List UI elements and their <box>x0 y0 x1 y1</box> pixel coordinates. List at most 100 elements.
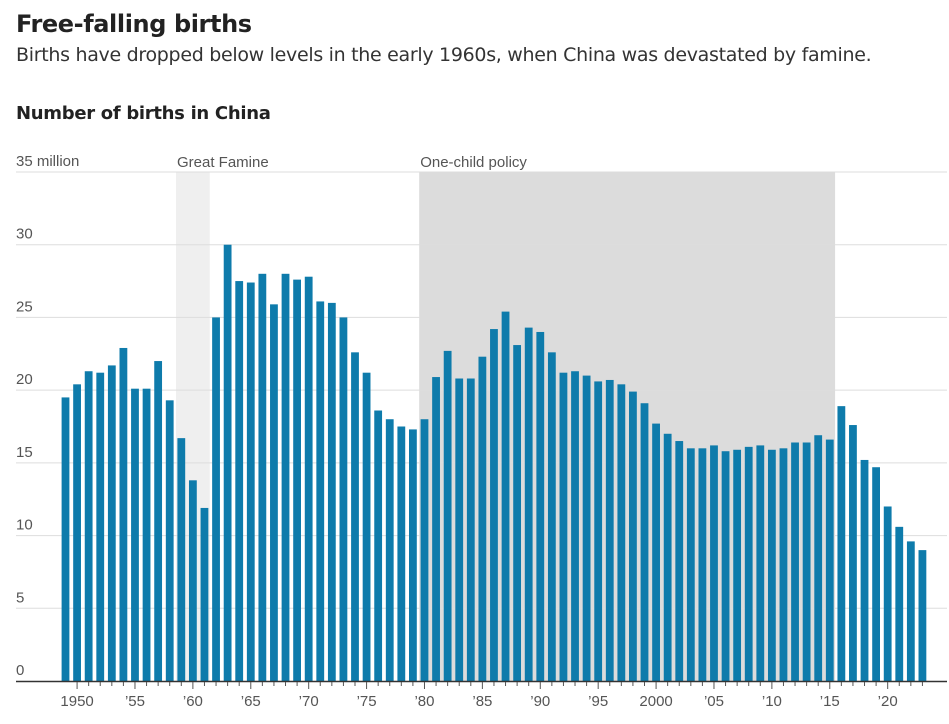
bar-1955 <box>131 388 139 681</box>
x-tick-label: ’75 <box>357 693 377 710</box>
bar-2010 <box>767 449 776 681</box>
bar-2019 <box>872 467 880 681</box>
bar-1999 <box>640 403 649 681</box>
y-tick-label: 30 <box>16 226 33 243</box>
bar-1992 <box>559 372 568 681</box>
x-axis <box>16 680 947 689</box>
bar-2001 <box>663 433 672 681</box>
bar-2020 <box>883 506 892 681</box>
bar-1962 <box>212 317 220 681</box>
chart-title: Number of births in China <box>16 103 271 124</box>
bars <box>61 244 927 681</box>
bar-1950 <box>73 384 81 681</box>
bar-1958 <box>165 400 174 681</box>
bar-1949 <box>61 397 70 681</box>
x-tick-label: ’70 <box>299 693 319 710</box>
bar-1952 <box>96 372 105 681</box>
bar-1954 <box>119 347 128 681</box>
bar-2003 <box>686 448 695 681</box>
bar-1986 <box>490 329 498 681</box>
headline: Free-falling births <box>16 10 252 38</box>
bar-1964 <box>235 281 244 681</box>
bar-1970 <box>304 276 313 681</box>
bar-2000 <box>652 423 660 681</box>
bar-2014 <box>814 435 823 681</box>
bar-2008 <box>744 446 753 681</box>
x-tick-label: ’80 <box>414 693 434 710</box>
bar-1975 <box>362 372 371 681</box>
bar-1981 <box>432 377 440 681</box>
x-tick-label: ’05 <box>704 693 724 710</box>
bar-1987 <box>501 311 510 681</box>
bar-2022 <box>906 541 915 681</box>
bar-2012 <box>791 442 799 681</box>
bar-1968 <box>281 273 290 681</box>
bar-1974 <box>351 352 359 681</box>
x-tick-label: ’55 <box>125 693 145 710</box>
bar-1973 <box>339 317 348 681</box>
y-tick-label: 35 million <box>16 153 79 170</box>
bar-2017 <box>849 425 857 681</box>
shaded-periods: Great Famine One-child policy <box>176 154 836 681</box>
y-tick-label: 10 <box>16 517 33 534</box>
bar-1979 <box>409 429 417 681</box>
bar-1960 <box>188 480 197 681</box>
y-tick-label: 25 <box>16 298 33 315</box>
y-tick-label: 20 <box>16 371 33 388</box>
x-tick-label: 1950 <box>60 693 93 710</box>
bar-1978 <box>397 426 406 681</box>
bar-1984 <box>466 378 475 681</box>
bar-2016 <box>837 406 846 681</box>
shaded-period-one-child-policy <box>419 172 836 681</box>
bar-1965 <box>246 282 255 681</box>
tick-labels: 35 million 30 25 20 15 10 5 0 1950 ’55 ’60 ’65 ’70 ’7… <box>16 153 898 710</box>
bar-1961 <box>200 507 209 681</box>
bar-1983 <box>455 378 464 681</box>
shaded-period-label: One-child policy <box>420 154 527 171</box>
y-tick-label: 0 <box>16 662 24 679</box>
x-tick-label: ’90 <box>530 693 550 710</box>
bar-1972 <box>327 302 336 681</box>
subheadline: Births have dropped below levels in the … <box>16 44 872 66</box>
bar-1990 <box>536 331 545 681</box>
bar-2007 <box>733 449 742 681</box>
bar-1980 <box>420 419 429 681</box>
bar-2002 <box>675 441 684 681</box>
bar-1976 <box>374 410 383 681</box>
bar-1957 <box>154 361 163 681</box>
bar-1991 <box>547 352 556 681</box>
bar-2011 <box>779 448 788 681</box>
bar-1998 <box>629 391 637 681</box>
x-tick-label: ’10 <box>762 693 782 710</box>
bar-1969 <box>293 279 301 681</box>
bar-1959 <box>177 438 186 681</box>
bar-1988 <box>513 345 522 681</box>
bar-1989 <box>524 327 533 681</box>
x-tick-label: ’95 <box>588 693 608 710</box>
birth-chart: Great Famine One-child policy 35 million 3… <box>16 153 947 710</box>
y-tick-label: 5 <box>16 589 24 606</box>
bar-1956 <box>142 388 151 681</box>
bar-1963 <box>223 244 232 681</box>
bar-1971 <box>316 301 325 681</box>
bar-2018 <box>860 459 869 681</box>
bar-1953 <box>107 365 116 681</box>
bar-2005 <box>710 445 718 681</box>
bar-2015 <box>825 439 834 681</box>
bar-2006 <box>721 451 730 681</box>
x-tick-label: ’85 <box>472 693 492 710</box>
bar-1966 <box>258 273 267 681</box>
x-tick-label: ’65 <box>241 693 261 710</box>
x-tick-label: ’60 <box>183 693 203 710</box>
bar-1951 <box>84 371 93 681</box>
bar-2009 <box>756 445 765 681</box>
bar-1994 <box>582 375 591 681</box>
bar-2023 <box>918 550 927 681</box>
bar-1993 <box>571 371 579 681</box>
bar-1997 <box>617 384 626 681</box>
x-tick-label: ’15 <box>820 693 840 710</box>
bar-1995 <box>594 381 603 681</box>
bar-1996 <box>605 379 614 681</box>
bar-1967 <box>270 304 278 681</box>
bar-1985 <box>478 356 487 681</box>
